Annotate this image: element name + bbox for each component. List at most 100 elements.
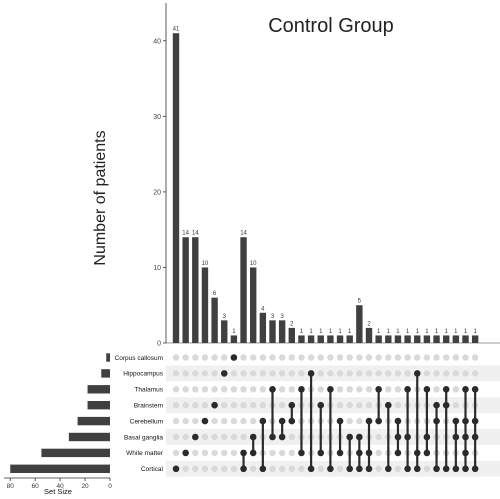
intersection-bar bbox=[307, 335, 315, 343]
matrix-dot-active bbox=[172, 465, 180, 473]
matrix-dot-empty bbox=[288, 354, 295, 361]
matrix-dot-empty bbox=[182, 402, 189, 409]
matrix-dot-empty bbox=[404, 370, 411, 377]
matrix-dot-empty bbox=[443, 354, 450, 361]
set-size-bar bbox=[41, 448, 110, 458]
matrix-dot-empty bbox=[336, 354, 344, 361]
matrix-dot-empty bbox=[375, 465, 382, 472]
matrix-dot-active bbox=[423, 433, 431, 441]
matrix-dot-active bbox=[394, 417, 402, 425]
matrix-dot-empty bbox=[240, 370, 247, 377]
matrix-dot-empty bbox=[221, 402, 228, 409]
intersection-bar bbox=[230, 335, 238, 343]
matrix-dot-empty bbox=[201, 449, 209, 457]
matrix-dot-active bbox=[288, 401, 296, 409]
matrix-dot-empty bbox=[346, 370, 353, 377]
matrix-dot-empty bbox=[240, 386, 247, 393]
matrix-dot-empty bbox=[288, 465, 295, 472]
set-size-tick-label: 60 bbox=[32, 483, 40, 490]
matrix-dot-active bbox=[404, 465, 411, 473]
matrix-dot-empty bbox=[211, 354, 218, 361]
matrix-dot-empty bbox=[230, 370, 238, 377]
intersection-bar bbox=[221, 320, 228, 343]
matrix-dot-empty bbox=[414, 354, 421, 361]
matrix-dot-empty bbox=[182, 433, 189, 441]
y-tick-label: 10 bbox=[153, 265, 161, 272]
intersection-bar-label: 3 bbox=[223, 314, 227, 320]
matrix-dot-empty bbox=[346, 354, 353, 361]
matrix-dot-empty bbox=[240, 417, 247, 425]
intersection-bar-label: 14 bbox=[240, 231, 247, 237]
matrix-dot-active bbox=[269, 433, 276, 441]
matrix-dot-empty bbox=[278, 465, 286, 472]
intersection-bar bbox=[365, 327, 373, 343]
matrix-dot-empty bbox=[317, 370, 324, 377]
set-labels: Corpus callosum Hippocampus Thalamus Brains… bbox=[115, 355, 164, 473]
matrix-dot-active bbox=[192, 433, 199, 441]
matrix-dot-empty bbox=[471, 354, 479, 361]
matrix-dot-empty bbox=[240, 433, 247, 441]
matrix-dot-empty bbox=[250, 354, 257, 361]
matrix-dot-empty bbox=[259, 386, 267, 393]
matrix-dot-empty bbox=[375, 433, 382, 441]
matrix-dot-empty bbox=[365, 354, 373, 361]
matrix-dot-empty bbox=[221, 386, 228, 393]
intersection-bar bbox=[278, 320, 286, 343]
matrix-dot-active bbox=[433, 465, 440, 473]
intersection-bar bbox=[462, 335, 469, 343]
matrix-dot-active bbox=[356, 465, 363, 473]
chart-title: Control Group bbox=[268, 15, 394, 37]
matrix-dot-active bbox=[413, 370, 421, 377]
set-size-tick-label: 0 bbox=[108, 483, 112, 490]
matrix-dot-empty bbox=[375, 354, 382, 361]
set-label: Basal ganglia bbox=[124, 434, 163, 441]
intersection-bar bbox=[201, 267, 209, 343]
matrix-dot-empty bbox=[230, 402, 238, 409]
matrix-dot-empty bbox=[375, 370, 382, 377]
y-tick-label: 0 bbox=[157, 341, 161, 348]
matrix-dot-active bbox=[462, 449, 469, 457]
matrix-dot-active bbox=[442, 401, 450, 409]
intersection-bar-label: 2 bbox=[367, 321, 371, 327]
matrix-dot-active bbox=[278, 433, 286, 441]
intersection-bar bbox=[433, 335, 440, 343]
matrix-dot-empty bbox=[201, 433, 209, 441]
matrix-dot-empty bbox=[192, 402, 199, 409]
matrix-dot-active bbox=[471, 433, 479, 441]
set-size-label: Set Size bbox=[44, 487, 72, 496]
set-size-bar bbox=[10, 464, 111, 473]
matrix-dot-empty bbox=[356, 354, 363, 361]
matrix-dot-empty bbox=[221, 417, 228, 425]
intersection-bar-label: 1 bbox=[319, 329, 323, 335]
y-tick-label: 20 bbox=[153, 189, 161, 196]
intersection-bar bbox=[269, 320, 276, 343]
matrix-dot-empty bbox=[230, 386, 238, 393]
y-tick-label: 30 bbox=[153, 114, 161, 121]
matrix-dot-active bbox=[404, 386, 411, 393]
intersection-bar bbox=[172, 33, 180, 343]
matrix-dot-empty bbox=[433, 370, 440, 377]
matrix-dot-empty bbox=[221, 354, 228, 361]
matrix-dot-active bbox=[278, 417, 286, 425]
matrix-dot-active bbox=[462, 386, 469, 393]
matrix-dot-empty bbox=[433, 354, 440, 361]
matrix-dot-empty bbox=[346, 402, 353, 409]
intersection-bar-label: 1 bbox=[309, 329, 313, 335]
matrix-dot-empty bbox=[365, 386, 373, 393]
matrix-dot-active bbox=[336, 449, 344, 457]
matrix-dot-active bbox=[442, 386, 450, 393]
matrix-dot-active bbox=[317, 449, 325, 457]
matrix-dot-empty bbox=[336, 465, 344, 472]
matrix-dot-active bbox=[220, 370, 228, 377]
matrix-dot-empty bbox=[230, 417, 238, 425]
intersection-bar-label: 1 bbox=[338, 329, 342, 335]
matrix-dot-active bbox=[423, 386, 431, 393]
matrix-dot-empty bbox=[346, 417, 353, 425]
matrix-dot-empty bbox=[211, 433, 218, 441]
intersection-bar bbox=[356, 305, 363, 343]
intersection-bar-label: 1 bbox=[396, 329, 400, 335]
matrix-dot-empty bbox=[250, 465, 257, 472]
matrix-dot-empty bbox=[327, 354, 334, 361]
matrix-dot-empty bbox=[201, 465, 209, 472]
matrix-dot-empty bbox=[230, 433, 238, 441]
